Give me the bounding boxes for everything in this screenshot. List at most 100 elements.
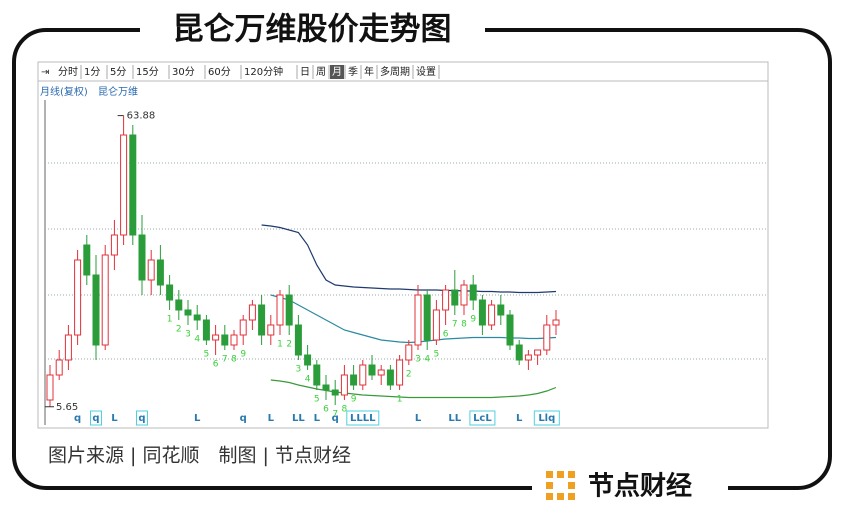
toolbar-tab[interactable]: 月 <box>332 66 342 78</box>
signal-highlight <box>90 410 102 426</box>
signal-marker: LLLL <box>350 413 376 424</box>
brand-bg <box>532 466 728 506</box>
candle-body <box>359 364 367 386</box>
candle-body <box>469 284 477 301</box>
signal-marker: q <box>332 413 339 424</box>
toolbar-active <box>330 65 344 79</box>
candle-body <box>202 319 210 341</box>
candle-body <box>166 284 174 301</box>
candle-body <box>534 349 542 356</box>
candle-body <box>322 384 330 391</box>
count-label: 8 <box>342 405 348 415</box>
candle-body <box>230 334 238 346</box>
count-label: 2 <box>286 340 292 350</box>
candle-body <box>396 359 404 386</box>
stock-name: 昆仑万维 <box>98 85 138 98</box>
candle-body <box>258 304 266 336</box>
count-label: 6 <box>443 330 449 340</box>
count-label: 3 <box>296 365 302 375</box>
candle-body <box>488 304 496 326</box>
candle-body <box>340 374 348 396</box>
signal-highlight <box>533 410 560 426</box>
signal-highlight <box>469 410 496 426</box>
count-label: 1 <box>277 340 283 350</box>
signal-highlight <box>346 410 380 426</box>
count-label: 4 <box>424 355 430 365</box>
toolbar-tab[interactable]: 年 <box>364 65 374 78</box>
band-line <box>270 379 557 399</box>
signal-marker: L <box>111 413 118 424</box>
count-label: 9 <box>470 315 476 325</box>
candle-body <box>414 294 422 346</box>
count-label: 4 <box>194 335 200 345</box>
candle-body <box>120 134 128 236</box>
signal-marker: Llq <box>538 413 555 424</box>
count-label: 3 <box>185 330 191 340</box>
candle-body <box>497 304 505 316</box>
candle-body <box>294 324 302 356</box>
count-label: 7 <box>222 355 228 365</box>
candle-body <box>55 359 63 376</box>
count-label: 6 <box>323 405 329 415</box>
candle-body <box>460 284 468 306</box>
count-label: 3 <box>415 355 421 365</box>
candle-body <box>129 134 137 236</box>
candle-body <box>304 354 312 366</box>
toolbar-tab[interactable]: 周 <box>316 66 326 78</box>
title-bg <box>140 8 485 52</box>
toolbar-icon: ⇥ <box>41 67 49 78</box>
toolbar: ⇥ 分时 1分 5分 15分 30分 60分 120分钟 日周月季年多周期 设置 <box>41 65 440 79</box>
candle-body <box>193 314 201 321</box>
count-label: 8 <box>231 355 237 365</box>
toolbar-tab[interactable]: 30分 <box>172 66 195 78</box>
candle-body <box>147 259 155 281</box>
count-label: 1 <box>167 315 173 325</box>
candle-body <box>515 344 523 361</box>
toolbar-tab[interactable]: 60分 <box>208 66 231 78</box>
candle-body <box>156 259 164 286</box>
candle-body <box>239 319 247 336</box>
candle-body <box>423 294 431 341</box>
count-label: 5 <box>204 350 210 360</box>
signal-marker: q <box>92 413 99 424</box>
min-label: 5.65 <box>56 402 78 413</box>
candle-body <box>175 299 183 311</box>
signal-marker: L <box>415 413 422 424</box>
title: 昆仑万维股价走势图 <box>173 12 452 48</box>
candle-body <box>184 309 192 316</box>
count-label: 2 <box>406 370 412 380</box>
toolbar-tab[interactable]: 1分 <box>84 66 100 78</box>
candle-body <box>110 234 118 256</box>
candle-body <box>212 334 220 341</box>
toolbar-tab[interactable]: 5分 <box>110 66 126 78</box>
candle-body <box>478 299 486 326</box>
count-label: 9 <box>240 350 246 360</box>
candle-body <box>83 244 91 276</box>
footer-source: 图片来源 | 同花顺 制图 | 节点财经 <box>48 445 351 467</box>
toolbar-tab[interactable]: 15分 <box>136 66 159 78</box>
band-line <box>261 224 557 294</box>
candle-body <box>350 374 358 386</box>
count-label: 7 <box>332 410 338 420</box>
toolbar-tab[interactable]: 120分钟 <box>244 65 283 78</box>
candle-body <box>377 369 385 376</box>
toolbar-tab[interactable]: 季 <box>348 66 358 78</box>
candle-body <box>543 324 551 351</box>
candle-body <box>451 289 459 306</box>
candle-body <box>313 364 321 386</box>
signal-marker: LcL <box>473 413 492 424</box>
toolbar-tab[interactable]: 日 <box>300 67 310 78</box>
count-label: 4 <box>305 375 311 385</box>
count-label: 1 <box>397 395 403 405</box>
toolbar-tab[interactable]: 多周期 <box>380 65 410 78</box>
signal-marker: L <box>516 413 523 424</box>
signal-marker: q <box>240 413 247 424</box>
brand-name: 节点财经 <box>588 471 692 502</box>
toolbar-tab[interactable]: 设置 <box>416 66 436 78</box>
toolbar-tab[interactable]: 分时 <box>58 66 78 78</box>
count-label: 7 <box>452 320 458 330</box>
period-label: 月线(复权) <box>40 85 88 98</box>
